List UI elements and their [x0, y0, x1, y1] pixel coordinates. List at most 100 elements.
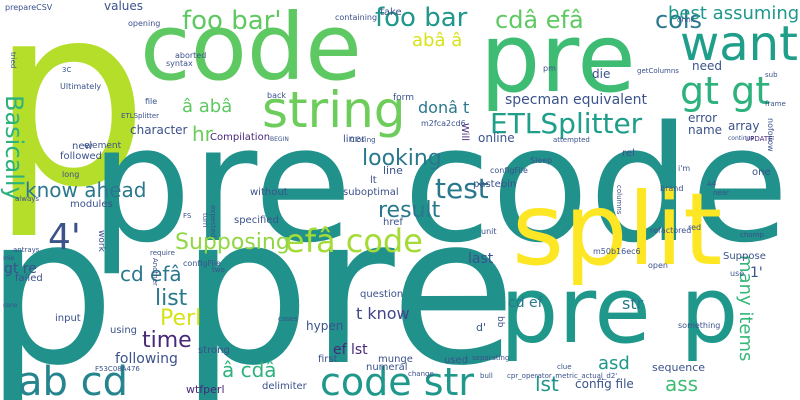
word-str: str: [622, 294, 644, 313]
word-list: list: [155, 286, 188, 311]
word-expected: expected: [209, 205, 217, 238]
word-pastebin: pastebin: [473, 179, 517, 190]
word-brand: brand: [660, 184, 684, 193]
word-continue: continue: [728, 135, 755, 142]
word-string: string: [262, 81, 406, 139]
word-pre-code: pre code: [90, 91, 789, 278]
word-need: need: [692, 59, 722, 73]
word-change: change: [408, 370, 434, 378]
word-used: used: [444, 355, 469, 366]
word-a4: A4: [707, 180, 717, 188]
word-opening: opening: [128, 19, 161, 28]
word-best-assuming: best assuming: [668, 3, 800, 24]
word-specman-equivalent: specman equivalent: [505, 92, 648, 108]
word-unit: unit: [481, 227, 497, 236]
word-chomp: chomp: [740, 231, 764, 239]
word-basically: Basically: [0, 95, 28, 201]
word-aborted: aborted: [175, 51, 207, 60]
word-sequence: sequence: [652, 361, 706, 374]
word-refactored: refactored: [650, 226, 692, 235]
word-array: array: [728, 119, 760, 133]
word-strong: strong: [198, 345, 230, 356]
word-update: UPDATE: [745, 135, 773, 143]
word-f53c08a476: F53C08A476: [95, 365, 140, 373]
word-name: name: [688, 123, 723, 137]
word-input: input: [55, 313, 81, 324]
word-configfile: configFile: [183, 259, 221, 268]
word-bull: bull: [480, 372, 493, 380]
word-online: online: [478, 131, 515, 145]
word-4: 4': [48, 217, 81, 258]
word-two: two: [212, 266, 225, 274]
word-compilation: Compilation: [210, 132, 271, 143]
word-attempted: attempted: [553, 136, 590, 144]
word-columns: columns: [615, 185, 623, 215]
word-getcolumns: getColumns: [637, 67, 679, 75]
word-begin: BEGIN: [270, 136, 289, 143]
word-syntax: syntax: [166, 59, 193, 68]
word-cd-ef: cdâ efâ: [495, 6, 584, 34]
word-nofollow: nofollow: [766, 118, 775, 152]
word-long: long: [62, 170, 80, 179]
word-line: line: [383, 164, 403, 177]
word-require: require: [150, 249, 175, 257]
word-mle: mle: [3, 255, 15, 262]
word-file: file: [145, 97, 158, 106]
word-separating: separating: [472, 354, 510, 362]
word-p: p: [0, 0, 149, 242]
word-character: character: [130, 123, 188, 137]
word-cd: â cdâ: [222, 358, 277, 382]
word-modules: modules: [70, 199, 113, 210]
word-numeral: numeral: [366, 362, 408, 373]
word-values: values: [104, 0, 144, 13]
word-preparecsv: prepareCSV: [5, 3, 53, 12]
word-gt-re: gt re: [4, 261, 37, 277]
word-looking: looking: [362, 146, 442, 171]
word-clue: clue: [557, 363, 572, 371]
word-sleep: Sleep: [530, 156, 553, 165]
word-ass: ass: [665, 372, 699, 396]
word-drink: drink: [677, 16, 695, 24]
word-suboptimal: suboptimal: [343, 187, 399, 198]
word-die: die: [592, 67, 611, 81]
word-without: without: [250, 187, 288, 198]
word-will: Will: [459, 123, 470, 142]
word-question: question: [360, 289, 404, 300]
word-pre: pre: [480, 4, 636, 114]
word-pm: pm: [543, 64, 556, 73]
word-pre-p: pre p: [500, 257, 739, 364]
word-gt-gt: gt gt: [680, 69, 771, 113]
word-munge: munge: [378, 354, 413, 365]
word-using: using: [110, 325, 138, 336]
word-result: result: [378, 198, 441, 223]
word-t-know: t know: [356, 304, 410, 323]
word-failed: failed: [15, 273, 43, 284]
word-etlsplitter: ETLSplitter: [490, 107, 643, 140]
word-cone: cone: [3, 302, 18, 309]
word-time: time: [142, 328, 192, 353]
word-perl: Perl: [160, 306, 202, 331]
word-followed: followed: [60, 151, 102, 162]
word-one: one: [752, 167, 771, 178]
word-want: want: [680, 16, 798, 72]
word-antrays: antrays: [13, 246, 40, 254]
word-ef-lst: ef lst: [333, 342, 368, 358]
word-foo-bar: foo bar: [375, 3, 468, 33]
word-liner: liner: [343, 134, 366, 145]
word-p-pre: p pre: [0, 173, 517, 400]
word-work: work: [96, 230, 106, 252]
word-d: d': [476, 321, 487, 334]
word-know-ahead: know ahead: [25, 178, 147, 202]
word-foo-bar: foo bar': [182, 6, 282, 36]
word-ab: abâ â: [412, 30, 463, 51]
word-config-file: config file: [575, 377, 634, 391]
word-error: error: [688, 111, 718, 125]
word-cols: cols: [655, 6, 703, 34]
word-ultimately: Ultimately: [60, 82, 102, 91]
word-following: following: [115, 351, 178, 367]
word-ab: â abâ: [182, 96, 233, 117]
word-supposing: Supposing: [175, 230, 290, 255]
word-frame: frame: [765, 100, 786, 108]
word-open: open: [648, 261, 668, 270]
